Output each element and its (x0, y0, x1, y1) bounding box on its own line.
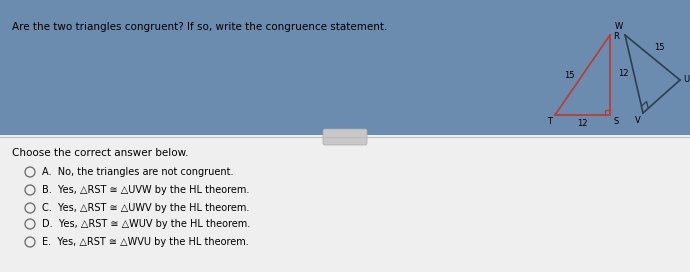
Text: E.  Yes, △RST ≅ △WVU by the HL theorem.: E. Yes, △RST ≅ △WVU by the HL theorem. (42, 237, 249, 247)
Text: U: U (683, 76, 689, 85)
Text: 15: 15 (655, 44, 665, 52)
FancyBboxPatch shape (0, 135, 690, 272)
Text: D.  Yes, △RST ≅ △WUV by the HL theorem.: D. Yes, △RST ≅ △WUV by the HL theorem. (42, 219, 250, 229)
Text: R: R (613, 32, 619, 41)
Text: 12: 12 (618, 70, 629, 79)
Text: Are the two triangles congruent? If so, write the congruence statement.: Are the two triangles congruent? If so, … (12, 22, 387, 32)
Text: Choose the correct answer below.: Choose the correct answer below. (12, 148, 188, 158)
Text: C.  Yes, △RST ≅ △UWV by the HL theorem.: C. Yes, △RST ≅ △UWV by the HL theorem. (42, 203, 249, 213)
Text: V: V (635, 116, 641, 125)
Text: S: S (613, 117, 618, 126)
Text: B.  Yes, △RST ≅ △UVW by the HL theorem.: B. Yes, △RST ≅ △UVW by the HL theorem. (42, 185, 249, 195)
Text: W: W (615, 22, 623, 31)
Text: 15: 15 (564, 70, 575, 79)
FancyBboxPatch shape (0, 0, 690, 135)
FancyBboxPatch shape (323, 129, 367, 145)
Text: T: T (547, 117, 552, 126)
Text: 12: 12 (578, 119, 588, 128)
Text: A.  No, the triangles are not congruent.: A. No, the triangles are not congruent. (42, 167, 233, 177)
